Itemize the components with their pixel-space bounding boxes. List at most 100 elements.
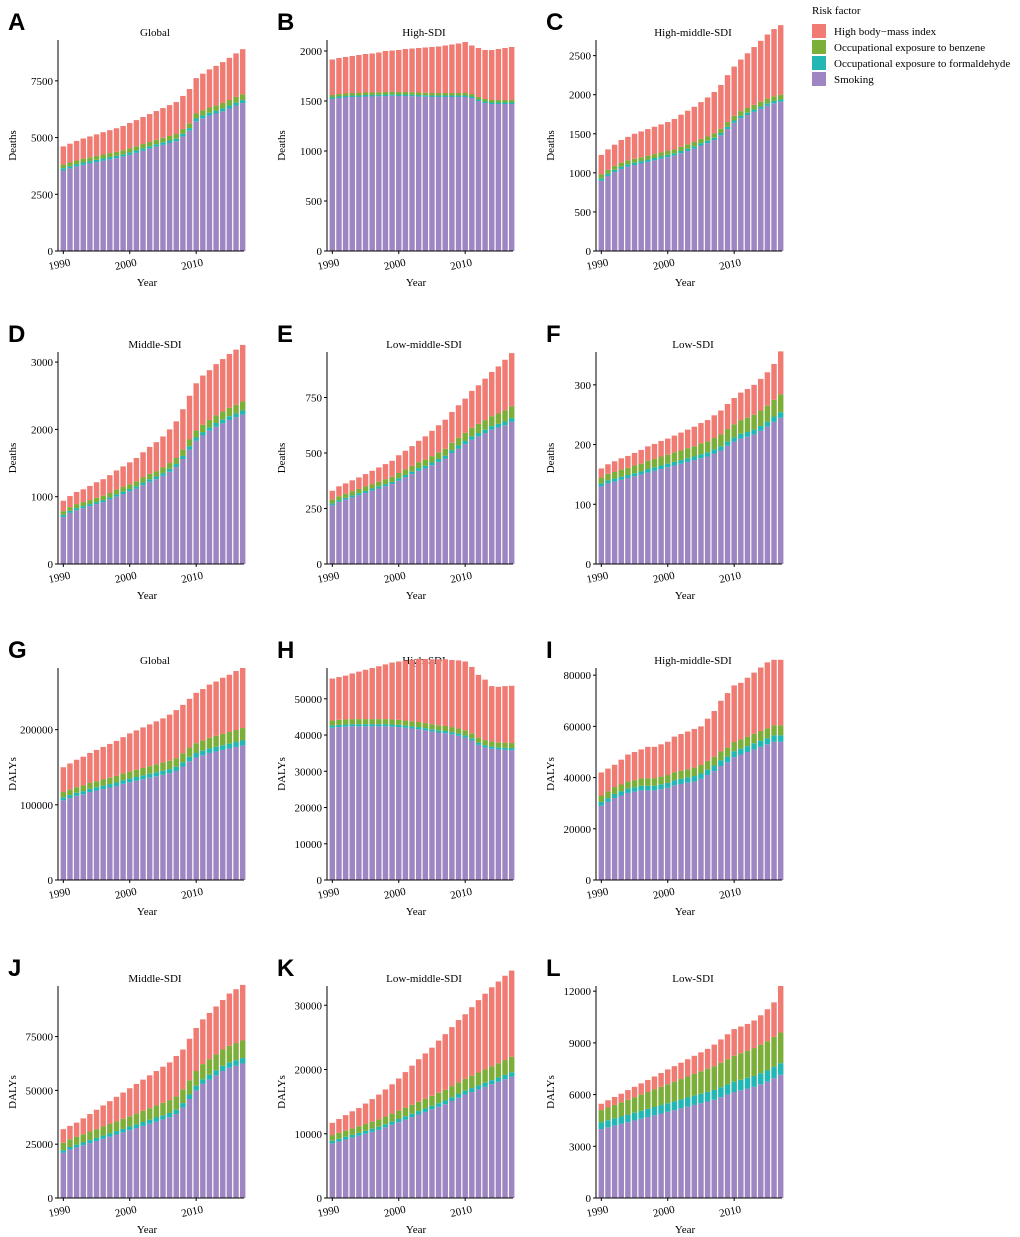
bar-segment-high-body-mass-index-1998 xyxy=(382,664,389,720)
bar-segment-occupational-exposure-to-benzene-1993 xyxy=(349,93,355,96)
bar-segment-smoking-2017 xyxy=(239,745,246,880)
bar-segment-occupational-exposure-to-formaldehyde-2017 xyxy=(239,100,246,104)
bar-segment-smoking-1997 xyxy=(645,790,651,880)
bar-segment-occupational-exposure-to-formaldehyde-1998 xyxy=(651,467,658,471)
bar-segment-occupational-exposure-to-benzene-2008 xyxy=(180,449,186,456)
bar-segment-occupational-exposure-to-benzene-1994 xyxy=(625,781,631,789)
bar-segment-smoking-1995 xyxy=(93,162,100,251)
bar-segment-high-body-mass-index-1994 xyxy=(87,1114,93,1132)
bar-segment-high-body-mass-index-2011 xyxy=(738,682,744,740)
bar-segment-occupational-exposure-to-formaldehyde-1991 xyxy=(67,1146,73,1150)
bar-segment-smoking-2003 xyxy=(146,481,153,564)
y-tick-label-f: 300 xyxy=(575,380,592,392)
bar-segment-occupational-exposure-to-benzene-1998 xyxy=(382,92,389,95)
bar-segment-occupational-exposure-to-benzene-1997 xyxy=(376,719,382,725)
bar-segment-occupational-exposure-to-benzene-2007 xyxy=(173,1096,179,1110)
x-axis-label-l: Year xyxy=(675,1224,696,1236)
bar-segment-high-body-mass-index-2010 xyxy=(731,66,737,116)
bar-segment-occupational-exposure-to-formaldehyde-2001 xyxy=(402,474,409,478)
panel-title-j: Middle-SDI xyxy=(128,973,182,985)
bar-segment-occupational-exposure-to-benzene-1998 xyxy=(382,719,389,725)
bar-segment-occupational-exposure-to-formaldehyde-1995 xyxy=(93,1137,100,1141)
bar-segment-occupational-exposure-to-formaldehyde-1996 xyxy=(369,724,375,727)
bar-segment-occupational-exposure-to-formaldehyde-2016 xyxy=(771,1066,777,1079)
legend-swatch-smoking xyxy=(812,72,826,86)
bar-segment-occupational-exposure-to-formaldehyde-1994 xyxy=(625,475,631,479)
bar-segment-smoking-1998 xyxy=(113,158,120,251)
bar-segment-occupational-exposure-to-formaldehyde-2004 xyxy=(691,146,698,149)
bar-segment-smoking-1998 xyxy=(382,726,389,880)
bar-segment-occupational-exposure-to-formaldehyde-2008 xyxy=(180,1103,186,1108)
bar-segment-occupational-exposure-to-benzene-2011 xyxy=(200,110,206,116)
bar-segment-occupational-exposure-to-benzene-2003 xyxy=(146,1108,153,1120)
x-tick-label-i: 2000 xyxy=(652,886,677,902)
bar-segment-smoking-2001 xyxy=(133,1128,140,1198)
y-tick-label-b: 0 xyxy=(317,246,323,258)
bar-segment-occupational-exposure-to-benzene-1993 xyxy=(80,502,86,507)
bar-segment-high-body-mass-index-2005 xyxy=(429,1047,435,1096)
panel-letter-f: F xyxy=(546,321,561,348)
bar-segment-high-body-mass-index-1997 xyxy=(107,743,113,778)
y-tick-label-j: 75000 xyxy=(26,1032,54,1044)
bar-segment-high-body-mass-index-2015 xyxy=(226,993,233,1046)
bar-segment-occupational-exposure-to-formaldehyde-1995 xyxy=(93,159,100,163)
bar-segment-high-body-mass-index-2007 xyxy=(442,45,448,93)
bar-segment-smoking-1996 xyxy=(638,474,644,564)
bar-segment-smoking-2005 xyxy=(429,465,435,564)
bar-segment-occupational-exposure-to-formaldehyde-1994 xyxy=(356,493,362,496)
bar-segment-occupational-exposure-to-benzene-2013 xyxy=(751,1048,757,1076)
bar-segment-occupational-exposure-to-benzene-2002 xyxy=(409,721,415,727)
bar-segment-smoking-1993 xyxy=(349,1137,355,1198)
bar-segment-occupational-exposure-to-formaldehyde-1999 xyxy=(389,724,395,727)
bar-segment-high-body-mass-index-2008 xyxy=(718,84,724,129)
bars-d xyxy=(60,344,246,564)
bar-segment-occupational-exposure-to-formaldehyde-2013 xyxy=(482,745,488,748)
bar-segment-occupational-exposure-to-benzene-2001 xyxy=(671,452,678,462)
bar-segment-occupational-exposure-to-formaldehyde-1991 xyxy=(67,795,73,799)
bars-l xyxy=(598,986,784,1198)
bar-segment-high-body-mass-index-1990 xyxy=(329,490,336,500)
bar-segment-occupational-exposure-to-benzene-2014 xyxy=(220,102,226,109)
bar-segment-occupational-exposure-to-formaldehyde-2012 xyxy=(206,748,213,753)
bar-segment-smoking-1993 xyxy=(349,497,355,564)
bar-segment-occupational-exposure-to-formaldehyde-2000 xyxy=(396,724,402,728)
bar-segment-smoking-2000 xyxy=(665,467,671,564)
bar-segment-smoking-2003 xyxy=(146,148,153,251)
bar-segment-occupational-exposure-to-formaldehyde-1995 xyxy=(631,473,638,477)
bar-segment-smoking-2017 xyxy=(777,1074,784,1198)
bar-segment-high-body-mass-index-1992 xyxy=(611,764,618,788)
bar-segment-smoking-2006 xyxy=(166,471,173,564)
bar-segment-high-body-mass-index-2001 xyxy=(133,458,140,482)
bar-segment-occupational-exposure-to-formaldehyde-2013 xyxy=(482,1082,488,1087)
bar-segment-smoking-2009 xyxy=(186,761,193,880)
bar-segment-high-body-mass-index-2017 xyxy=(508,353,515,407)
y-tick-label-h: 20000 xyxy=(295,803,323,815)
bar-segment-high-body-mass-index-1992 xyxy=(611,1097,618,1105)
bar-segment-smoking-1992 xyxy=(73,1147,80,1198)
bar-segment-high-body-mass-index-1992 xyxy=(342,57,349,94)
bar-segment-high-body-mass-index-2002 xyxy=(409,1065,415,1105)
bar-segment-smoking-2011 xyxy=(469,1092,475,1198)
bar-segment-high-body-mass-index-2010 xyxy=(731,685,737,742)
bar-segment-occupational-exposure-to-benzene-1992 xyxy=(73,160,80,165)
bar-segment-high-body-mass-index-1996 xyxy=(369,470,375,485)
bar-segment-smoking-1999 xyxy=(389,726,395,880)
bar-segment-occupational-exposure-to-formaldehyde-1994 xyxy=(356,1132,362,1136)
bar-segment-occupational-exposure-to-benzene-2010 xyxy=(193,113,199,119)
bar-segment-occupational-exposure-to-benzene-2017 xyxy=(777,94,784,100)
bar-segment-occupational-exposure-to-formaldehyde-2013 xyxy=(482,101,488,103)
bar-segment-occupational-exposure-to-formaldehyde-1996 xyxy=(100,158,106,161)
bar-segment-occupational-exposure-to-formaldehyde-1992 xyxy=(73,1144,80,1148)
bar-segment-smoking-2016 xyxy=(233,417,239,564)
bar-segment-smoking-2003 xyxy=(684,461,691,564)
bar-segment-occupational-exposure-to-benzene-1999 xyxy=(658,776,664,785)
bar-segment-occupational-exposure-to-formaldehyde-2004 xyxy=(691,776,698,782)
y-axis-label-k: DALYs xyxy=(276,1075,288,1109)
bar-segment-smoking-2017 xyxy=(508,750,515,880)
bar-segment-smoking-2014 xyxy=(758,108,764,252)
bar-segment-high-body-mass-index-2000 xyxy=(665,1069,671,1085)
bar-segment-smoking-2017 xyxy=(777,101,784,252)
bar-segment-occupational-exposure-to-benzene-2007 xyxy=(173,758,179,767)
bar-segment-high-body-mass-index-2009 xyxy=(724,693,731,748)
bar-segment-occupational-exposure-to-formaldehyde-1990 xyxy=(329,725,336,728)
